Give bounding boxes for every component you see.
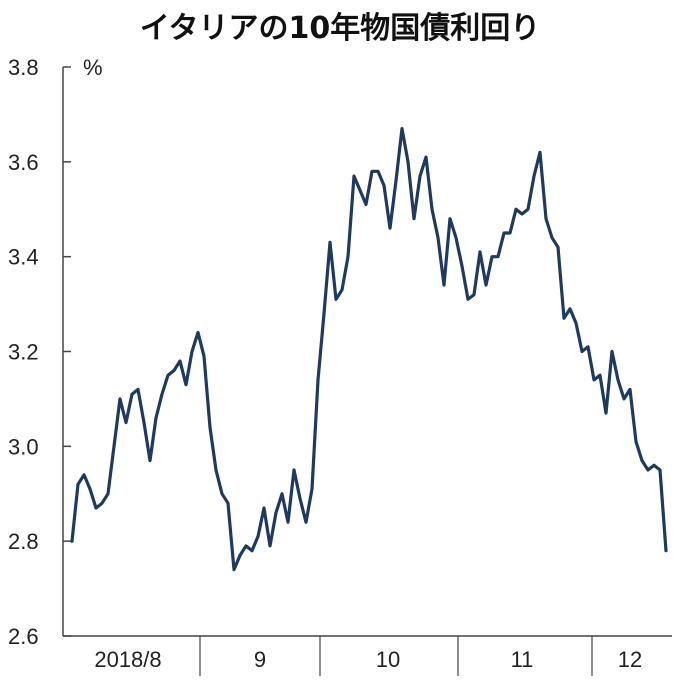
y-tick-label: 3.2 (8, 340, 39, 365)
y-tick-label: 3.8 (8, 55, 39, 80)
series-line (70, 127, 668, 572)
x-tick-label: 12 (618, 647, 642, 672)
x-axis: 2018/8 9 10 11 12 (63, 635, 672, 676)
y-tick-label: 3.4 (8, 245, 39, 270)
x-tick-label: 10 (376, 647, 400, 672)
chart-title: イタリアの10年物国債利回り (140, 11, 541, 46)
x-tick-label: 11 (511, 647, 534, 672)
series-group (70, 127, 668, 572)
y-tick-label: 2.6 (8, 624, 39, 649)
y-axis: 3.8 3.6 3.4 3.2 3.0 2.8 2.6 (8, 55, 71, 649)
unit-label: % (83, 55, 103, 80)
y-tick-label: 3.6 (8, 150, 39, 175)
y-tick-label: 3.0 (8, 434, 39, 459)
x-tick-label: 9 (254, 647, 266, 672)
y-tick-label: 2.8 (8, 529, 39, 554)
x-tick-label: 2018/8 (94, 647, 161, 672)
